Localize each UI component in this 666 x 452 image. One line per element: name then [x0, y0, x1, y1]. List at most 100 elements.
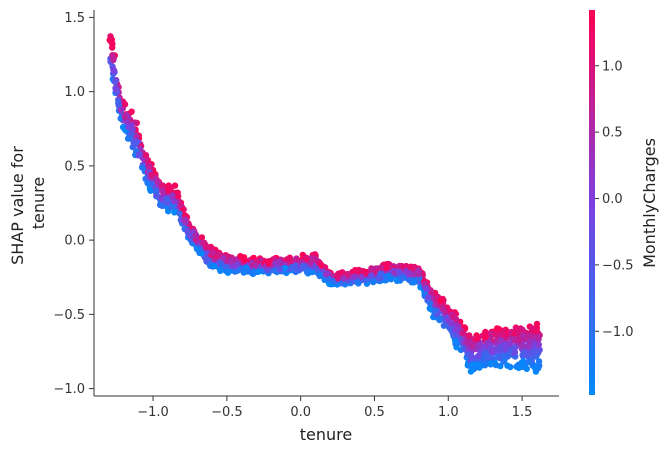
scatter-point — [171, 198, 178, 205]
scatter-point — [176, 210, 183, 217]
scatter-point — [124, 135, 132, 142]
scatter-point — [307, 259, 314, 267]
scatter-point — [194, 246, 201, 253]
scatter-point — [273, 258, 281, 266]
scatter-point — [215, 250, 222, 258]
y-ticks: −1.0 −0.5 0.0 0.5 1.0 1.5 — [53, 11, 94, 397]
scatter-point — [299, 262, 307, 270]
scatter-point — [450, 313, 457, 321]
scatter-point — [511, 335, 518, 342]
scatter-point — [500, 358, 507, 365]
scatter-point — [111, 78, 119, 85]
colorbar-label: MonthlyCharges — [640, 138, 659, 268]
x-tick-label: 1.5 — [512, 405, 533, 420]
scatter-point — [252, 262, 259, 270]
scatter-point — [310, 255, 318, 262]
scatter-point — [265, 260, 272, 267]
scatter-point — [144, 179, 151, 187]
scatter-point — [411, 263, 418, 271]
scatter-point — [240, 254, 248, 261]
x-tick-label: 1.0 — [438, 405, 459, 420]
y-axis-label-line2: tenure — [29, 177, 48, 229]
scatter-point — [396, 268, 403, 275]
scatter-point — [483, 360, 490, 367]
y-tick-label: −1.0 — [53, 382, 85, 397]
scatter-point — [432, 307, 439, 314]
scatter-point — [109, 40, 116, 48]
y-axis-label: SHAP value for tenure — [8, 141, 48, 265]
scatter-point — [227, 258, 234, 265]
scatter-point — [110, 66, 117, 74]
scatter-point — [525, 353, 532, 360]
y-tick-label: 0.5 — [64, 159, 85, 174]
colorbar-tick-label: −0.5 — [602, 258, 634, 273]
scatter-point — [425, 294, 432, 301]
scatter-point — [501, 342, 509, 350]
scatter-point — [422, 285, 429, 292]
scatter-point — [334, 272, 341, 279]
scatter-point — [439, 305, 447, 312]
scatter-point — [475, 352, 482, 360]
scatter-point — [415, 271, 422, 278]
scatter-point — [533, 327, 540, 334]
scatter-point — [428, 289, 435, 297]
scatter-point — [524, 358, 532, 366]
scatter-point — [147, 187, 154, 194]
scatter-point — [369, 278, 377, 286]
scatter-point — [482, 328, 489, 336]
y-tick-label: 0.0 — [64, 234, 85, 249]
scatter-point — [326, 280, 333, 287]
scatter-point — [527, 332, 534, 339]
scatter-point — [220, 255, 227, 262]
y-tick-label: −0.5 — [53, 308, 85, 323]
scatter-point — [398, 274, 405, 281]
scatter-point — [358, 273, 365, 281]
y-tick-label: 1.5 — [64, 11, 85, 26]
scatter-point — [276, 266, 284, 273]
scatter-point — [456, 335, 464, 342]
scatter-point — [450, 331, 458, 339]
scatter-point — [138, 164, 146, 171]
x-axis-label: tenure — [300, 425, 352, 444]
scatter-point — [473, 335, 481, 342]
x-tick-label: 0.5 — [364, 405, 385, 420]
x-tick-label: −1.0 — [137, 405, 169, 420]
scatter-point — [211, 262, 218, 270]
scatter-point — [377, 270, 384, 277]
colorbar-ticks: −1.0 −0.5 0.0 0.5 1.0 — [595, 59, 634, 340]
scatter-point — [115, 101, 123, 108]
scatter-point — [135, 152, 142, 159]
scatter-point — [466, 332, 473, 339]
scatter-point — [467, 368, 475, 375]
scatter-point — [469, 342, 476, 349]
scatter-point — [133, 139, 140, 147]
scatter-point — [192, 232, 199, 239]
scatter-point — [209, 249, 217, 256]
scatter-point — [203, 256, 210, 263]
scatter-point — [474, 361, 481, 368]
scatter-point — [121, 114, 129, 121]
scatter-point — [340, 275, 347, 282]
scatter-point — [181, 216, 189, 223]
scatter-point — [368, 272, 375, 279]
scatter-point — [198, 234, 206, 241]
scatter-point — [525, 343, 532, 350]
colorbar-tick-label: 1.0 — [602, 59, 623, 74]
scatter-point — [159, 187, 167, 195]
x-ticks: −1.0 −0.5 0.0 0.5 1.0 1.5 — [137, 396, 532, 420]
scatter-point — [515, 364, 522, 372]
scatter-point — [511, 349, 519, 356]
scatter-point — [500, 331, 507, 338]
scatter-point — [519, 332, 527, 339]
scatter-point — [437, 297, 444, 304]
scatter-point — [459, 330, 467, 337]
scatter-point — [464, 339, 471, 346]
scatter-point — [231, 262, 238, 269]
scatter-point — [488, 348, 496, 355]
scatter-point — [384, 260, 392, 268]
scatter-point — [393, 277, 401, 285]
colorbar-tick-label: 0.0 — [602, 192, 623, 207]
scatter-point — [516, 336, 523, 343]
y-tick-label: 1.0 — [64, 85, 85, 100]
scatter-point — [523, 365, 530, 372]
